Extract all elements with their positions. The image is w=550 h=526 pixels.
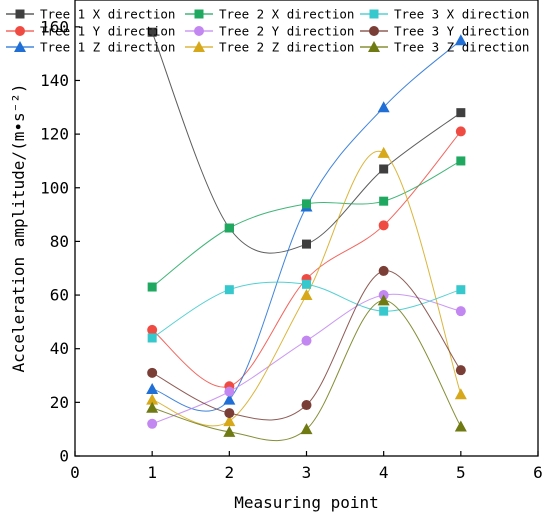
legend-label: Tree 3 Z direction bbox=[394, 40, 529, 55]
x-tick-label: 0 bbox=[70, 463, 80, 482]
legend-marker bbox=[368, 41, 380, 52]
y-tick-label: 140 bbox=[40, 71, 69, 90]
data-point-s1-3 bbox=[302, 239, 311, 249]
y-tick-label: 60 bbox=[50, 286, 69, 305]
data-point-s3-5 bbox=[454, 34, 467, 46]
legend-item-3: Tree 1 Z direction bbox=[6, 40, 175, 55]
data-point-s9-4 bbox=[377, 294, 390, 306]
data-point-s3-2 bbox=[223, 393, 236, 405]
legend-item-8: Tree 3 Y direction bbox=[360, 24, 529, 39]
data-point-s7-3 bbox=[302, 279, 311, 289]
y-tick-label: 160 bbox=[40, 17, 69, 36]
data-point-s7-2 bbox=[224, 285, 234, 295]
x-tick-label: 1 bbox=[147, 463, 157, 482]
series-line-8 bbox=[151, 270, 462, 421]
y-tick-label: 80 bbox=[50, 232, 69, 251]
legend-marker bbox=[193, 41, 205, 52]
data-point-s8-2 bbox=[224, 408, 235, 419]
series-line-9 bbox=[152, 299, 462, 442]
data-point-s7-5 bbox=[456, 285, 466, 295]
x-tick-label: 6 bbox=[533, 463, 543, 482]
data-point-s9-2 bbox=[223, 425, 236, 437]
data-point-s6-4 bbox=[377, 146, 390, 158]
data-point-s2-5 bbox=[455, 126, 466, 137]
legend-item-2: Tree 1 Y direction bbox=[6, 24, 175, 39]
legend-item-1: Tree 1 X direction bbox=[6, 7, 175, 22]
legend-label: Tree 1 Z direction bbox=[40, 40, 175, 55]
data-point-s7-1 bbox=[147, 333, 157, 343]
legend-item-4: Tree 2 X direction bbox=[185, 7, 354, 22]
data-point-s6-2 bbox=[223, 415, 236, 427]
data-point-s4-2 bbox=[224, 223, 234, 233]
data-point-s4-4 bbox=[379, 196, 389, 206]
data-point-s6-5 bbox=[454, 388, 467, 400]
series-curves bbox=[151, 32, 462, 442]
y-axis-title: Acceleration amplitude/(m•s⁻²) bbox=[9, 84, 28, 373]
y-tick-label: 120 bbox=[40, 125, 69, 144]
data-point-s7-4 bbox=[379, 306, 389, 316]
legend-label: Tree 2 X direction bbox=[219, 7, 354, 22]
data-point-s1-4 bbox=[379, 164, 389, 174]
x-tick-label: 4 bbox=[379, 463, 389, 482]
legend-label: Tree 1 Y direction bbox=[40, 24, 175, 39]
legend-label: Tree 3 X direction bbox=[394, 7, 529, 22]
data-point-s1-1 bbox=[147, 27, 157, 37]
legend-marker bbox=[15, 26, 25, 36]
data-point-s8-4 bbox=[378, 265, 389, 276]
plot-frame bbox=[74, 0, 539, 457]
y-tick-label: 100 bbox=[40, 178, 69, 197]
x-tick-label: 3 bbox=[302, 463, 312, 482]
data-point-s8-5 bbox=[455, 365, 466, 376]
data-point-s9-1 bbox=[146, 401, 159, 413]
data-point-s2-4 bbox=[378, 220, 389, 231]
y-tick-label: 40 bbox=[50, 339, 69, 358]
data-point-s4-5 bbox=[456, 156, 466, 166]
data-point-s5-1 bbox=[147, 418, 158, 429]
legend-label: Tree 1 X direction bbox=[40, 7, 175, 22]
legend-marker bbox=[15, 9, 25, 19]
legend-marker bbox=[14, 41, 26, 52]
data-point-s4-1 bbox=[147, 282, 157, 292]
legend-marker bbox=[369, 26, 379, 36]
legend-item-7: Tree 3 X direction bbox=[360, 7, 529, 22]
legend-marker bbox=[194, 9, 204, 19]
series-line-1 bbox=[151, 32, 462, 254]
legend-label: Tree 2 Y direction bbox=[219, 24, 354, 39]
legend-item-6: Tree 2 Z direction bbox=[185, 40, 354, 55]
y-tick-label: 20 bbox=[50, 393, 69, 412]
legend-label: Tree 3 Y direction bbox=[394, 24, 529, 39]
x-tick-label: 5 bbox=[456, 463, 466, 482]
data-point-s3-1 bbox=[146, 382, 159, 394]
data-point-s9-3 bbox=[300, 423, 313, 435]
y-tick-label: 0 bbox=[59, 447, 69, 466]
legend-marker bbox=[194, 26, 204, 36]
series-line-2 bbox=[151, 131, 462, 388]
series-line-3 bbox=[152, 39, 462, 412]
x-tick-label: 2 bbox=[225, 463, 235, 482]
data-point-s6-1 bbox=[146, 393, 159, 405]
data-point-s5-3 bbox=[301, 335, 312, 346]
legend-item-5: Tree 2 Y direction bbox=[185, 24, 354, 39]
series-markers bbox=[146, 27, 467, 437]
legend-label: Tree 2 Z direction bbox=[219, 40, 354, 55]
data-point-s2-1 bbox=[147, 324, 158, 335]
data-point-s1-5 bbox=[456, 108, 466, 118]
data-point-s8-1 bbox=[147, 367, 158, 378]
data-point-s4-3 bbox=[302, 199, 311, 209]
legend-item-9: Tree 3 Z direction bbox=[360, 40, 529, 55]
x-axis-title: Measuring point bbox=[234, 493, 379, 512]
data-point-s6-3 bbox=[300, 289, 313, 301]
series-line-4 bbox=[151, 160, 462, 288]
data-point-s3-4 bbox=[377, 101, 390, 113]
data-point-s8-3 bbox=[301, 400, 312, 411]
legend-marker bbox=[369, 9, 379, 19]
data-point-s9-5 bbox=[454, 420, 467, 432]
data-point-s5-2 bbox=[224, 386, 235, 397]
data-point-s5-5 bbox=[455, 306, 466, 317]
